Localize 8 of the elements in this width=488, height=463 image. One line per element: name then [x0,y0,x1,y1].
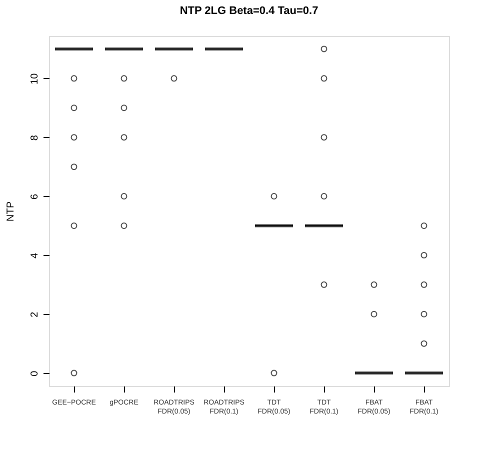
chart-title: NTP 2LG Beta=0.4 Tau=0.7 [180,5,318,17]
y-tick-label: 4 [30,252,40,258]
y-tick-label: 0 [30,370,40,376]
y-axis-title: NTP [6,201,16,222]
y-tick-label: 8 [30,134,40,141]
y-tick-label: 2 [30,311,40,318]
y-tick-label: 10 [30,72,40,84]
y-tick-label: 6 [30,194,40,200]
